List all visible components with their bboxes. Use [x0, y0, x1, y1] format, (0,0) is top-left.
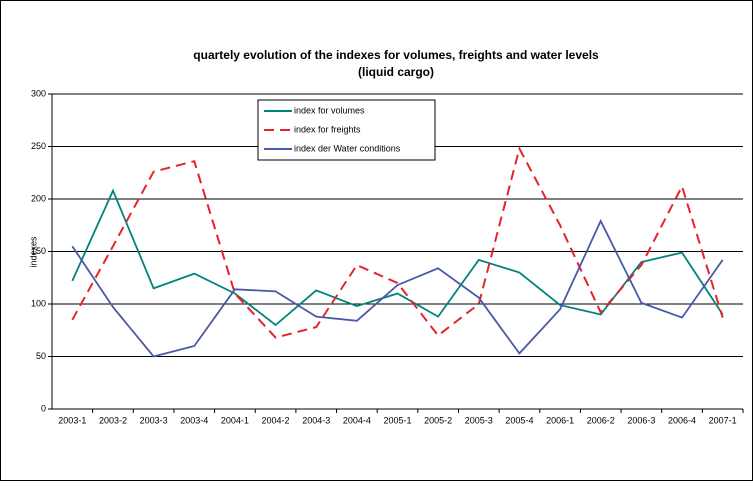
x-tick-label: 2003-2 [99, 415, 127, 425]
legend-label: index for volumes [294, 105, 365, 115]
x-tick-label: 2003-3 [140, 415, 168, 425]
x-tick-label: 2005-3 [465, 415, 493, 425]
x-tick-label: 2006-1 [546, 415, 574, 425]
y-tick-label: 50 [36, 351, 46, 361]
x-tick-label: 2003-4 [180, 415, 208, 425]
x-tick-label: 2004-3 [302, 415, 330, 425]
y-tick-label: 100 [31, 298, 46, 308]
chart-subtitle: (liquid cargo) [358, 65, 434, 79]
x-tick-label: 2003-1 [58, 415, 86, 425]
y-tick-label: 0 [41, 403, 46, 413]
x-tick-label: 2004-1 [221, 415, 249, 425]
x-tick-label: 2004-4 [343, 415, 371, 425]
x-tick-label: 2006-2 [587, 415, 615, 425]
x-tick-label: 2006-4 [668, 415, 696, 425]
x-tick-label: 2005-1 [383, 415, 411, 425]
y-tick-label: 300 [31, 88, 46, 98]
y-tick-label: 200 [31, 193, 46, 203]
x-tick-label: 2005-4 [505, 415, 533, 425]
series-line [71, 188, 724, 327]
x-tick-label: 2005-2 [424, 415, 452, 425]
x-tick-label: 2004-2 [262, 415, 290, 425]
legend-label: index der Water conditions [294, 143, 401, 153]
chart-title: quartely evolution of the indexes for vo… [193, 48, 599, 62]
y-tick-label: 250 [31, 141, 46, 151]
x-tick-label: 2007-1 [709, 415, 737, 425]
series-line [71, 218, 724, 358]
y-tick-label: 150 [31, 246, 46, 256]
legend-label: index for freights [294, 124, 361, 134]
series-line [71, 145, 724, 339]
y-axis-label: indexes [28, 236, 38, 268]
x-tick-label: 2006-3 [627, 415, 655, 425]
